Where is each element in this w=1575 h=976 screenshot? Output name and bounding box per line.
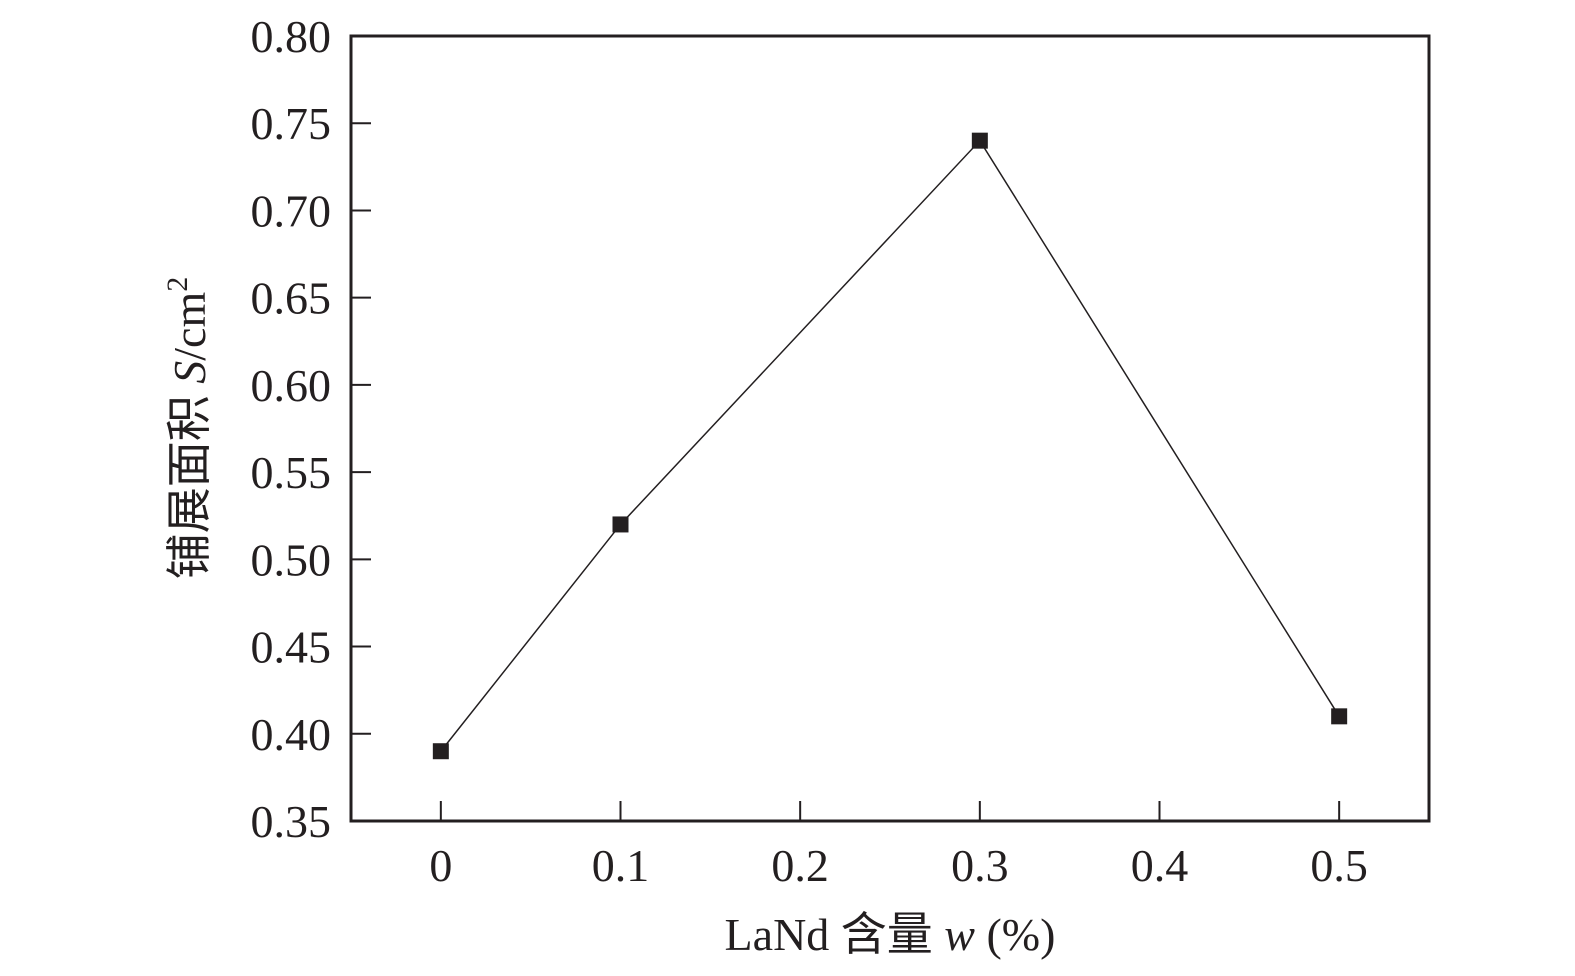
- x-tick-label: 0.3: [951, 840, 1009, 891]
- y-ticks: 0.35 0.40 0.45 0.50 0.55 0.60 0.65 0.70 0.75 0.80: [251, 11, 371, 847]
- data-point-marker: [971, 132, 988, 149]
- y-axis-superscript: 2: [161, 277, 194, 292]
- data-point-marker: [612, 516, 629, 533]
- x-tick-label: 0.4: [1131, 840, 1189, 891]
- y-tick-label: 0.75: [251, 98, 332, 149]
- x-tick-label: 0.2: [771, 840, 829, 891]
- y-axis-variable: S: [164, 361, 215, 384]
- y-tick-label: 0.45: [251, 622, 332, 673]
- x-tick-label: 0.5: [1310, 840, 1368, 891]
- y-tick-label: 0.60: [251, 360, 332, 411]
- series-group: [432, 132, 1348, 760]
- data-point-marker: [1331, 708, 1348, 725]
- plot-frame: [349, 34, 1431, 823]
- x-axis-label: LaNd 含量 w (%): [725, 909, 1056, 960]
- y-tick-label: 0.40: [251, 709, 332, 760]
- y-tick-label: 0.65: [251, 273, 332, 324]
- data-point-marker: [432, 743, 449, 760]
- y-tick-label: 0.50: [251, 534, 332, 585]
- y-tick-label: 0.70: [251, 185, 332, 236]
- x-tick-label: 0.1: [592, 840, 650, 891]
- x-axis-variable: w: [944, 909, 975, 960]
- x-tick-label: 0: [429, 840, 452, 891]
- y-axis-label: 铺展面积 S/cm2: [161, 277, 215, 579]
- y-tick-label: 0.35: [251, 796, 332, 847]
- y-tick-label: 0.55: [251, 447, 332, 498]
- x-ticks: 0 0.1 0.2 0.3 0.4 0.5: [429, 801, 1368, 891]
- series-line: [440, 139, 1340, 752]
- y-tick-label: 0.80: [251, 11, 332, 62]
